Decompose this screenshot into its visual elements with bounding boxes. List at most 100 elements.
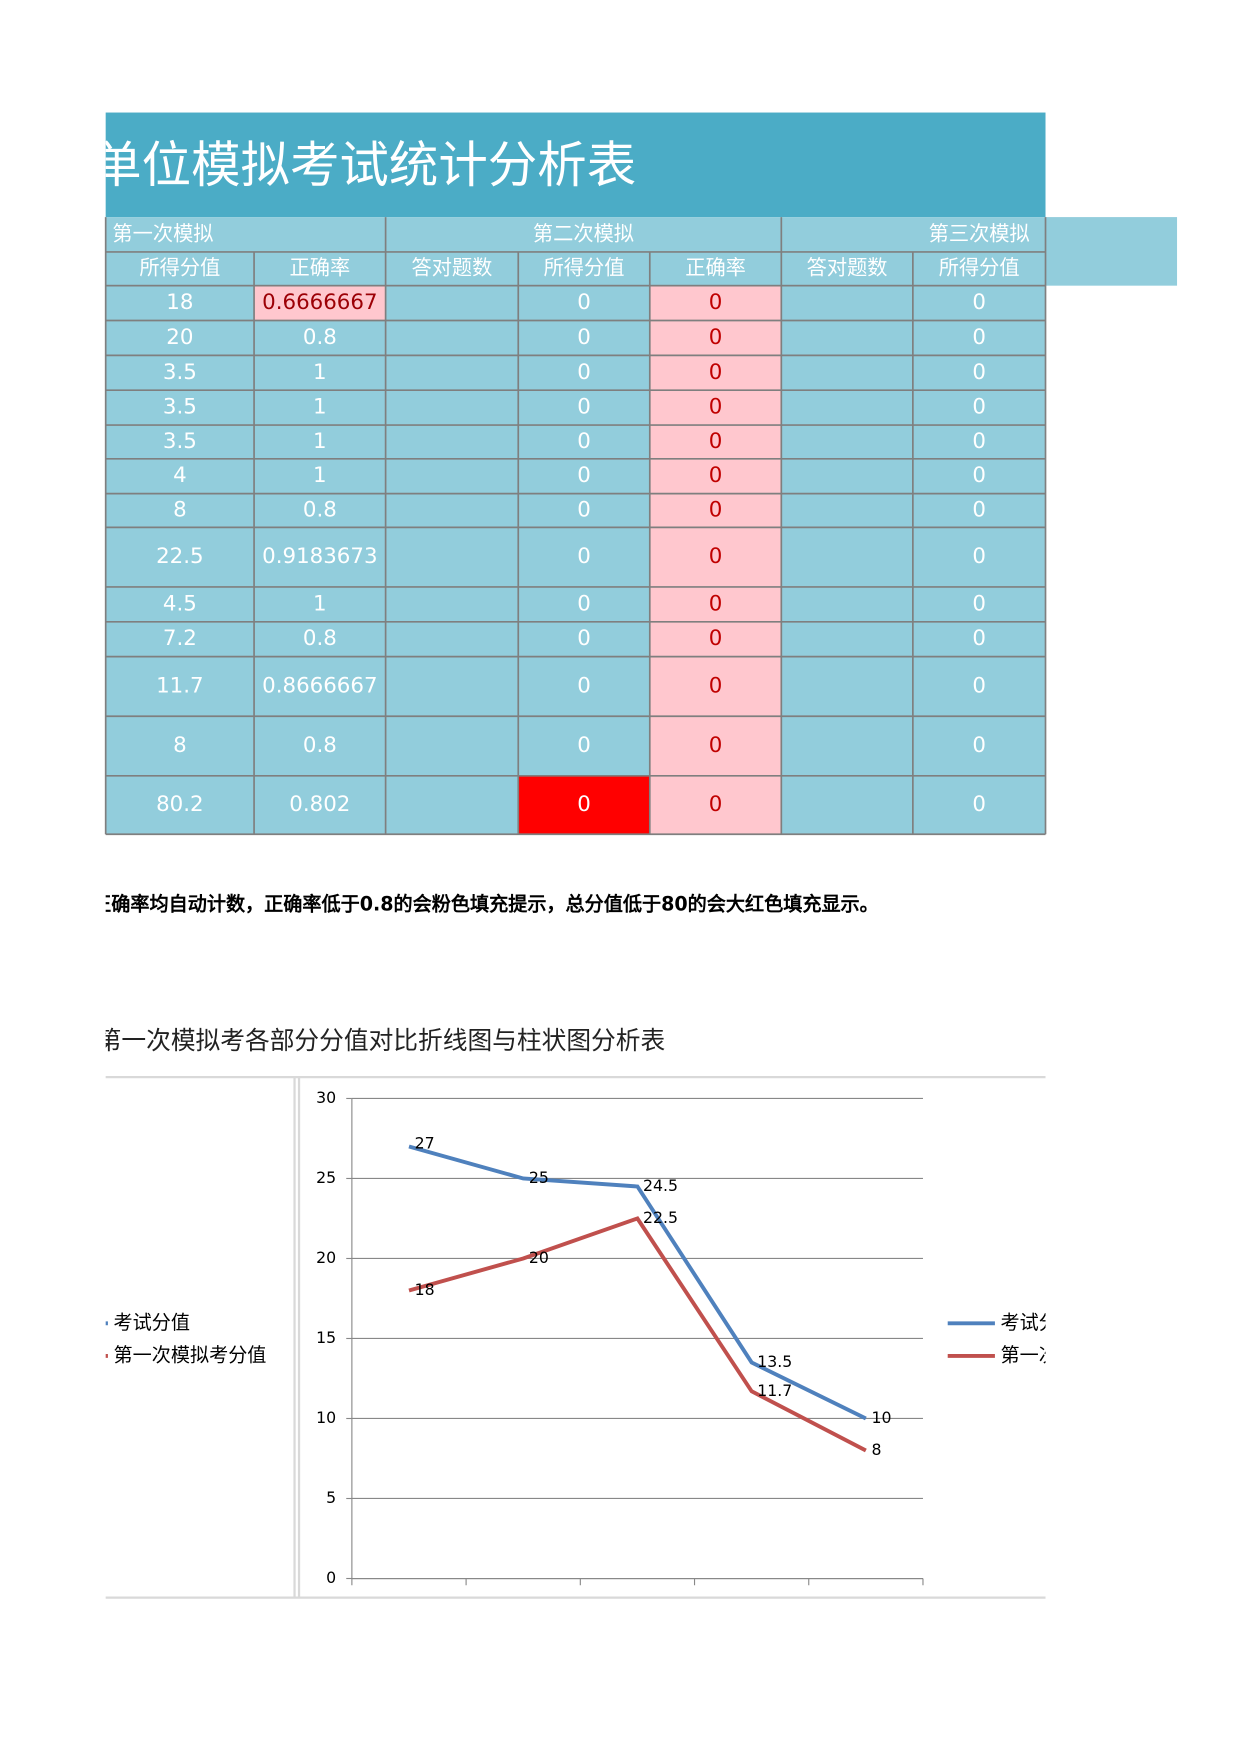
cell-text: 0 (972, 290, 986, 315)
cell (781, 355, 913, 391)
y-tick-label: 5 (326, 1488, 336, 1507)
cell (254, 656, 386, 717)
cell (518, 621, 650, 657)
cell (781, 621, 913, 657)
cell (105, 493, 255, 528)
header-extension (1045, 217, 1178, 286)
group-header: 第一次模拟 (112, 222, 213, 246)
cell (781, 390, 913, 426)
cell-text: 0 (577, 544, 591, 569)
cell (649, 527, 782, 587)
cell (518, 716, 650, 776)
cell (385, 656, 519, 717)
data-label: 10 (871, 1408, 891, 1427)
cell-text: 0 (972, 626, 986, 651)
y-tick-label: 15 (316, 1328, 336, 1347)
cell (649, 621, 782, 657)
cell-text: 7.2 (163, 626, 197, 651)
cell (518, 320, 650, 356)
cell-text: 0 (709, 591, 723, 616)
cell (912, 458, 1046, 494)
legend-label: 考试分值 (114, 1311, 190, 1334)
cell (385, 425, 519, 459)
column-header: 答对题数 (411, 255, 492, 279)
legend-label: 第一次模拟考分值 (1001, 1343, 1154, 1366)
cell (254, 425, 386, 459)
cell (254, 285, 386, 321)
cell-text: 0 (577, 290, 591, 315)
cell (518, 527, 650, 587)
data-label: 25 (529, 1168, 549, 1187)
cell (912, 527, 1046, 587)
cell (254, 621, 386, 657)
cell (254, 586, 386, 622)
cell-text: 0 (709, 395, 723, 420)
cell (385, 355, 519, 391)
cell-text: 3.5 (163, 395, 197, 420)
column-header-row (105, 251, 1046, 286)
cell-text: 0.9183673 (262, 544, 377, 569)
y-tick-label: 0 (326, 1568, 336, 1587)
cell-text: 0 (709, 429, 723, 454)
cell (385, 493, 519, 528)
cell (912, 656, 1046, 717)
cell-text: 0.802 (289, 792, 350, 817)
cell (518, 775, 650, 835)
cell (649, 390, 782, 426)
cell (781, 458, 913, 494)
cell-text: 0 (972, 544, 986, 569)
cell-text: 0 (972, 498, 986, 523)
cell-text: 18 (166, 290, 193, 315)
cell-text: 0 (577, 591, 591, 616)
cell (781, 716, 913, 776)
cell-text: 8 (173, 733, 187, 758)
cell (912, 586, 1046, 622)
cell (518, 285, 650, 321)
cell (254, 320, 386, 356)
cell-text: 0 (709, 544, 723, 569)
cell-text: 0.8 (303, 498, 337, 523)
cell (385, 586, 519, 622)
cell-text: 0.6666667 (262, 290, 377, 315)
note: 正确率均自动计数，正确率低于0.8的会粉色填充提示，总分值低于80的会大红色填充… (92, 893, 879, 916)
cell (385, 285, 519, 321)
cell (518, 390, 650, 426)
cell-text: 0 (709, 733, 723, 758)
cell-text: 1 (313, 360, 327, 385)
cell-text: 0 (577, 498, 591, 523)
cell (518, 493, 650, 528)
cell-text: 0 (972, 360, 986, 385)
cell-text: 3.5 (163, 429, 197, 454)
cell (254, 390, 386, 426)
cell-text: 1 (313, 429, 327, 454)
cell-text: 0 (972, 673, 986, 698)
cell (649, 493, 782, 528)
cell (105, 527, 255, 587)
chart-title: 第一次模拟考各部分分值对比折线图与柱状图分析表 (97, 1026, 666, 1055)
cell (385, 716, 519, 776)
cell-text: 80.2 (156, 792, 204, 817)
y-tick-label: 10 (316, 1408, 336, 1427)
cell-text: 0 (709, 463, 723, 488)
data-label: 11.7 (757, 1381, 792, 1400)
cell-text: 0 (577, 429, 591, 454)
cell (105, 355, 255, 391)
cell-text: 0.8 (303, 626, 337, 651)
data-label: 22.5 (643, 1208, 678, 1227)
y-tick-label: 30 (316, 1088, 336, 1107)
cell-text: 0 (709, 673, 723, 698)
cell (649, 320, 782, 356)
data-label: 27 (415, 1134, 435, 1153)
column-header: 所得分值 (939, 255, 1020, 279)
cell (518, 458, 650, 494)
cell-text: 0.8 (303, 325, 337, 350)
cell (105, 775, 255, 835)
cell (105, 425, 255, 459)
cell (781, 586, 913, 622)
column-header: 正确率 (685, 255, 746, 279)
cell (385, 621, 519, 657)
cell-text: 0 (577, 733, 591, 758)
cell (781, 527, 913, 587)
